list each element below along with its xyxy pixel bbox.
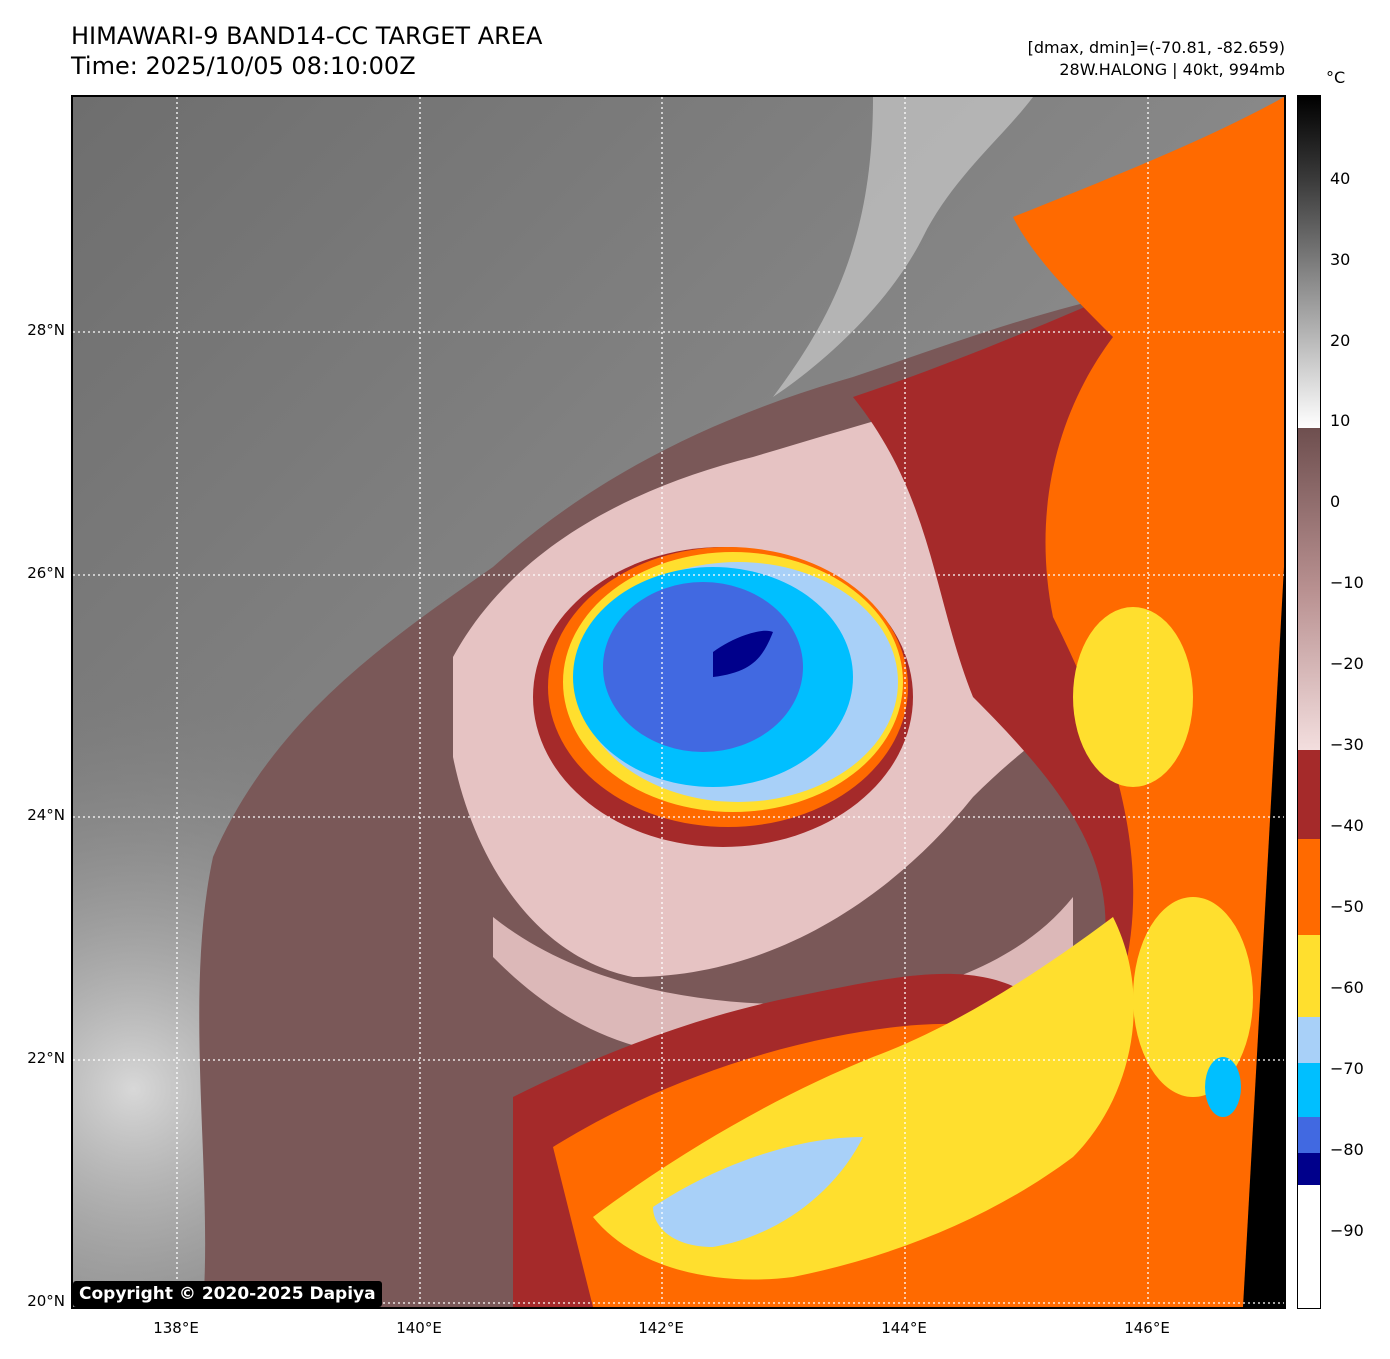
colorbar-tick-label: 30 [1330,250,1351,269]
colorbar-tick-label: 20 [1330,331,1351,350]
map-title: HIMAWARI-9 BAND14-CC TARGET AREA [71,22,543,50]
colorbar-tick-label: −50 [1330,897,1364,916]
lat-label: 24°N [27,806,65,824]
colorbar-unit: °C [1326,68,1346,87]
coldest-cloud-tops [713,630,773,677]
no-data-area [1243,567,1284,1307]
colorbar-tick-label: −20 [1330,654,1364,673]
dmax-dmin-text: [dmax, dmin]=(-70.81, -82.659) [1027,38,1285,57]
colorbar-tick-label: −60 [1330,978,1364,997]
storm-info-text: 28W.HALONG | 40kt, 994mb [1059,60,1285,79]
lat-label: 26°N [27,564,65,582]
lat-label: 22°N [27,1049,65,1067]
map-time: Time: 2025/10/05 08:10:00Z [71,52,416,80]
colorbar-tick-label: −30 [1330,735,1364,754]
colorbar-tick-label: −90 [1330,1221,1364,1240]
lat-label: 20°N [27,1292,65,1310]
lon-label: 144°E [881,1319,927,1337]
colorbar-tick-label: 40 [1330,169,1351,188]
colorbar-tick-label: −10 [1330,573,1364,592]
satellite-map [71,95,1286,1309]
colorbar-tick-label: −70 [1330,1059,1364,1078]
lon-label: 140°E [396,1319,442,1337]
lon-label: 138°E [153,1319,199,1337]
lon-label: 142°E [638,1319,684,1337]
colorbar [1297,95,1321,1309]
satellite-image [73,97,1284,1307]
colorbar-tick-label: 0 [1330,492,1341,511]
colorbar-gradient [1298,96,1320,1308]
lat-label: 28°N [27,321,65,339]
colorbar-tick-label: 10 [1330,411,1351,430]
colorbar-tick-label: −40 [1330,816,1364,835]
colorbar-tick-label: −80 [1330,1140,1364,1159]
copyright-text: Copyright © 2020-2025 Dapiya [73,1281,382,1307]
lon-label: 146°E [1124,1319,1170,1337]
